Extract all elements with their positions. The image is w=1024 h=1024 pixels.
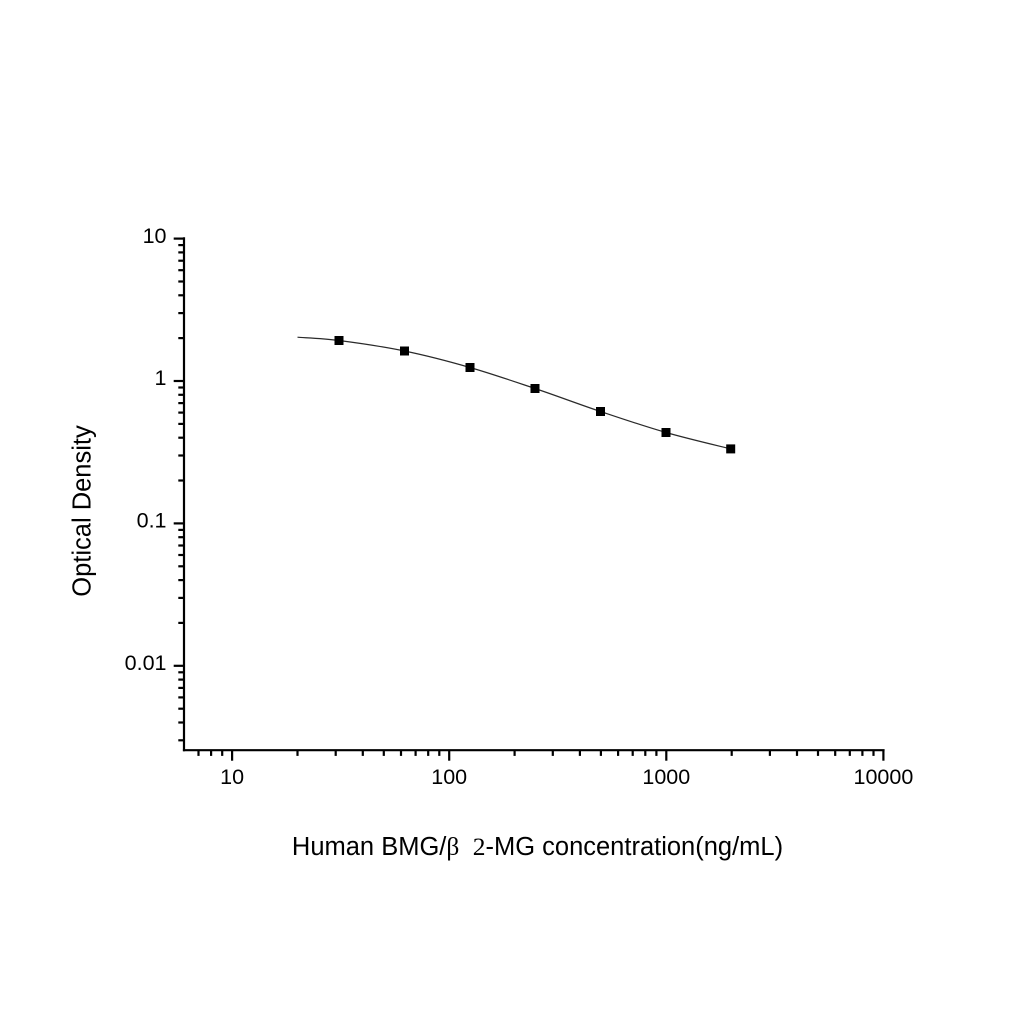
svg-text:Human BMG/β 2-MG concentration: Human BMG/β 2-MG concentration(ng/mL) bbox=[292, 832, 783, 861]
svg-text:0.1: 0.1 bbox=[137, 509, 167, 533]
svg-text:1: 1 bbox=[155, 366, 167, 390]
svg-text:0.01: 0.01 bbox=[125, 651, 167, 675]
svg-text:Optical Density: Optical Density bbox=[69, 425, 97, 597]
svg-text:10: 10 bbox=[220, 765, 244, 789]
svg-text:10000: 10000 bbox=[854, 765, 914, 789]
svg-text:1000: 1000 bbox=[642, 765, 690, 789]
svg-text:10: 10 bbox=[143, 224, 167, 248]
svg-text:100: 100 bbox=[431, 765, 467, 789]
